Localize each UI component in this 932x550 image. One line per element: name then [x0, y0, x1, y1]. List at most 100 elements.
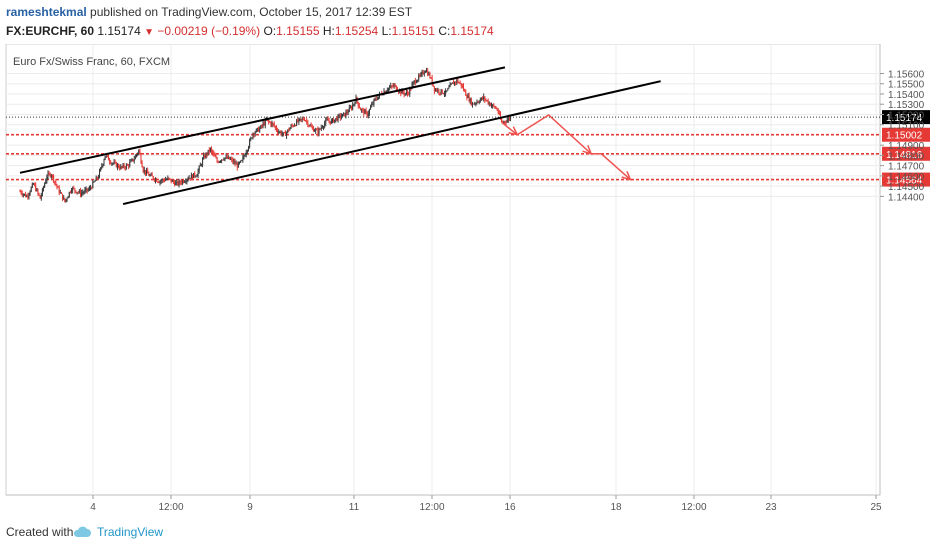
candle-body	[272, 123, 274, 125]
candle-body	[116, 164, 118, 168]
candle-body	[440, 89, 442, 94]
candle-body	[479, 99, 481, 102]
candle-body	[312, 127, 314, 132]
y-tick-label: 1.14600	[888, 172, 925, 183]
candle-body	[235, 163, 237, 165]
candle-body	[101, 166, 103, 168]
trend-channel-line[interactable]	[122, 80, 661, 206]
candle-body	[109, 160, 111, 162]
candle-body	[278, 131, 280, 133]
candle-body	[489, 103, 491, 106]
candle-body	[150, 174, 152, 176]
trend-channel-line[interactable]	[19, 66, 506, 174]
candle-body	[213, 153, 215, 155]
candle-body	[419, 75, 421, 77]
candle-body	[284, 132, 286, 136]
candle-body	[354, 103, 356, 105]
chart-area[interactable]: 1.15002 1.14816 1.14564 1.15174 1.15600 1.15…	[0, 43, 932, 514]
candle-body	[190, 174, 192, 179]
candle-body	[216, 158, 218, 162]
candle-body	[200, 164, 202, 166]
candle-body	[231, 158, 233, 160]
low-label: L:	[381, 24, 392, 38]
candle-body	[185, 181, 187, 183]
candle-body	[436, 89, 438, 92]
current-price-label: 1.15174	[886, 113, 923, 124]
x-tick-label: 9	[247, 502, 253, 513]
candle-body	[372, 103, 374, 105]
candle-body	[244, 155, 246, 157]
candle-body	[148, 173, 150, 176]
candle-body	[452, 82, 454, 85]
candle-body	[20, 191, 22, 194]
x-tick-label: 25	[870, 502, 882, 513]
candle-body	[245, 152, 247, 156]
candle-body	[205, 153, 207, 158]
candle-body	[87, 189, 89, 191]
candle-body	[66, 198, 68, 200]
candle-body	[184, 181, 186, 183]
open-label: O:	[263, 24, 277, 38]
candle-body	[202, 159, 204, 165]
candle-body	[239, 162, 241, 164]
candle-body	[168, 177, 170, 179]
candle-body	[339, 115, 341, 118]
candle-body	[421, 72, 423, 74]
candle-body	[439, 92, 441, 94]
candle-body	[328, 120, 330, 122]
candle-body	[357, 101, 359, 107]
candle-body	[331, 118, 333, 121]
candle-body	[326, 119, 328, 121]
projection-path[interactable]	[501, 114, 631, 181]
candle-body	[450, 83, 452, 85]
created-with-label: Created with	[6, 525, 74, 539]
candle-body	[263, 123, 265, 126]
candle-body	[77, 192, 79, 194]
candle-body	[115, 162, 117, 168]
candle-body	[219, 161, 221, 163]
candle-body	[97, 177, 99, 179]
candle-body	[123, 164, 125, 168]
candle-body	[176, 181, 178, 183]
candle-body	[166, 179, 168, 181]
candle-body	[402, 90, 404, 93]
candle-body	[139, 149, 141, 155]
candle-body	[170, 179, 172, 182]
candle-body	[25, 193, 27, 197]
candle-body	[268, 120, 270, 122]
candle-body	[189, 177, 191, 179]
candle-body	[93, 181, 95, 183]
candle-body	[255, 129, 257, 133]
candle-body	[73, 187, 75, 189]
candle-body	[475, 103, 477, 105]
close-label: C:	[438, 24, 451, 38]
candle-body	[392, 86, 394, 88]
y-tick-label: 1.15400	[888, 90, 925, 101]
candle-body	[94, 180, 96, 182]
candle-body	[459, 82, 461, 84]
candle-body	[157, 181, 159, 183]
tradingview-logo-text[interactable]: TradingView	[97, 525, 164, 539]
candle-body	[456, 79, 458, 83]
x-tick-label: 18	[610, 502, 622, 513]
candle-body	[371, 104, 373, 108]
open-value: 1.15155	[276, 24, 320, 38]
candle-body	[99, 170, 101, 178]
candle-body	[75, 190, 77, 193]
candle-body	[22, 194, 24, 196]
candle-body	[324, 123, 326, 127]
candle-body	[81, 192, 83, 196]
candle-body	[106, 155, 108, 157]
candle-body	[247, 146, 249, 151]
candle-body	[234, 161, 236, 165]
author-link[interactable]: rameshtekmal	[6, 5, 87, 19]
candle-body	[499, 113, 501, 119]
high-value: 1.15254	[334, 24, 379, 38]
candle-body	[494, 106, 496, 109]
candle-body	[335, 117, 337, 120]
candle-body	[352, 105, 354, 109]
candle-body	[404, 93, 406, 95]
candle-body	[460, 82, 462, 86]
candle-body	[120, 166, 122, 169]
